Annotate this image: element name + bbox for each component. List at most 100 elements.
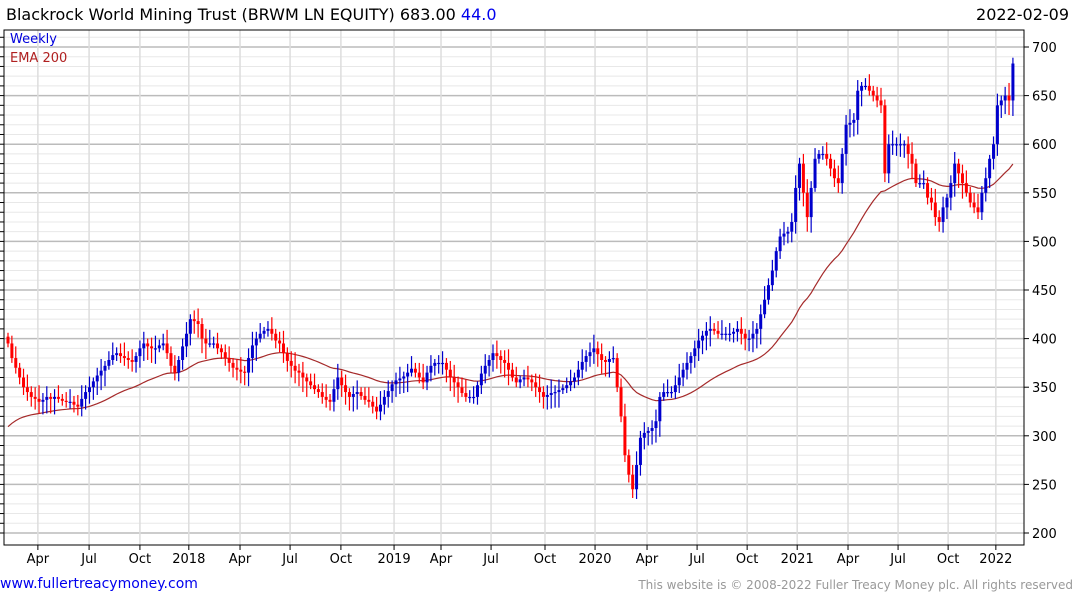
candle-body <box>995 105 999 145</box>
candle-body <box>6 336 10 344</box>
candle-body <box>883 105 887 174</box>
candle-body <box>99 370 103 376</box>
x-tick-label: Jul <box>281 552 298 567</box>
candle-body <box>468 396 472 399</box>
candle-body <box>173 365 177 373</box>
candle-body <box>305 377 309 382</box>
candle-body <box>569 381 573 386</box>
candle-body <box>510 369 514 378</box>
candle-body <box>169 353 173 366</box>
candle-body <box>448 369 452 378</box>
candle-body <box>309 381 313 386</box>
candle-body <box>988 158 992 179</box>
candle-body <box>68 401 72 403</box>
x-tick-label: 2021 <box>781 552 814 567</box>
candle-body <box>743 333 747 339</box>
candle-body <box>441 362 445 365</box>
candle-body <box>126 358 130 360</box>
candle-body <box>235 367 239 370</box>
website-link[interactable]: www.fullertreacymoney.com <box>0 576 198 592</box>
candle-body <box>188 319 192 334</box>
candle-body <box>968 192 972 203</box>
candle-body <box>87 387 91 393</box>
candle-body <box>852 119 856 123</box>
candle-body <box>514 377 518 383</box>
candle-body <box>669 392 673 394</box>
candle-body <box>751 333 755 339</box>
candle-body <box>922 183 926 185</box>
candle-body <box>588 352 592 357</box>
candle-body <box>526 377 530 380</box>
candle-body <box>184 333 188 347</box>
candle-body <box>495 353 499 357</box>
candle-body <box>487 359 491 366</box>
candle-body <box>615 358 619 388</box>
candle-body <box>999 100 1003 106</box>
y-tick-label: 500 <box>1032 235 1057 250</box>
x-tick-label: Apr <box>27 552 50 567</box>
candle-body <box>138 348 142 357</box>
candle-body <box>724 333 728 335</box>
candle-body <box>313 385 317 390</box>
candle-body <box>926 183 930 198</box>
candle-body <box>887 144 891 174</box>
candle-body <box>879 100 883 106</box>
candle-body <box>165 343 169 354</box>
candle-body <box>382 396 386 405</box>
candle-body <box>964 183 968 193</box>
security-name: Blackrock World Mining Trust (BRWM LN EQ… <box>6 5 395 24</box>
candle-body <box>425 372 429 383</box>
candle-body <box>72 401 76 405</box>
candle-body <box>324 396 328 400</box>
candle-body <box>801 163 805 193</box>
candle-body <box>604 359 608 362</box>
y-tick-label: 250 <box>1032 478 1057 493</box>
candle-body <box>794 187 798 222</box>
copyright-notice: This website is © 2008-2022 Fuller Treac… <box>638 578 1073 592</box>
candle-body <box>953 163 957 184</box>
candle-body <box>293 365 297 371</box>
candle-body <box>437 362 441 365</box>
candle-body <box>29 392 33 397</box>
candle-body <box>371 401 375 407</box>
candle-body <box>386 391 390 397</box>
legend-weekly: Weekly <box>10 32 57 47</box>
candle-body <box>10 343 14 359</box>
x-tick-label: Oct <box>330 552 352 567</box>
x-tick-label: Apr <box>837 552 860 567</box>
candle-body <box>867 85 871 91</box>
candle-body <box>196 321 200 325</box>
candle-body <box>285 353 289 361</box>
candle-body <box>871 90 875 96</box>
candle-body <box>344 385 348 393</box>
candle-body <box>910 153 914 164</box>
candle-body <box>541 392 545 397</box>
candle-body <box>650 428 654 431</box>
candle-body <box>375 406 379 412</box>
candle-body <box>394 380 398 385</box>
y-tick-label: 550 <box>1032 187 1057 202</box>
candle-body <box>572 377 576 382</box>
x-tick-label: Jul <box>482 552 499 567</box>
candle-body <box>976 207 980 213</box>
candle-body <box>673 385 677 393</box>
candle-body <box>472 396 476 399</box>
candle-body <box>111 355 115 360</box>
plot-frame <box>3 29 1025 546</box>
candle-body <box>115 353 119 356</box>
candle-body <box>134 356 138 362</box>
candle-body <box>398 378 402 381</box>
legend-ema: EMA 200 <box>10 51 68 66</box>
candle-body <box>821 153 825 156</box>
candle-body <box>417 372 421 378</box>
candle-body <box>281 343 285 354</box>
candle-body <box>813 158 817 188</box>
candle-body <box>103 365 107 371</box>
candle-body <box>631 474 635 490</box>
candle-body <box>627 455 631 475</box>
candle-body <box>580 361 584 370</box>
x-tick-label: Oct <box>129 552 151 567</box>
x-tick-label: 2022 <box>979 552 1012 567</box>
candle-body <box>825 153 829 159</box>
candle-body <box>363 395 367 400</box>
